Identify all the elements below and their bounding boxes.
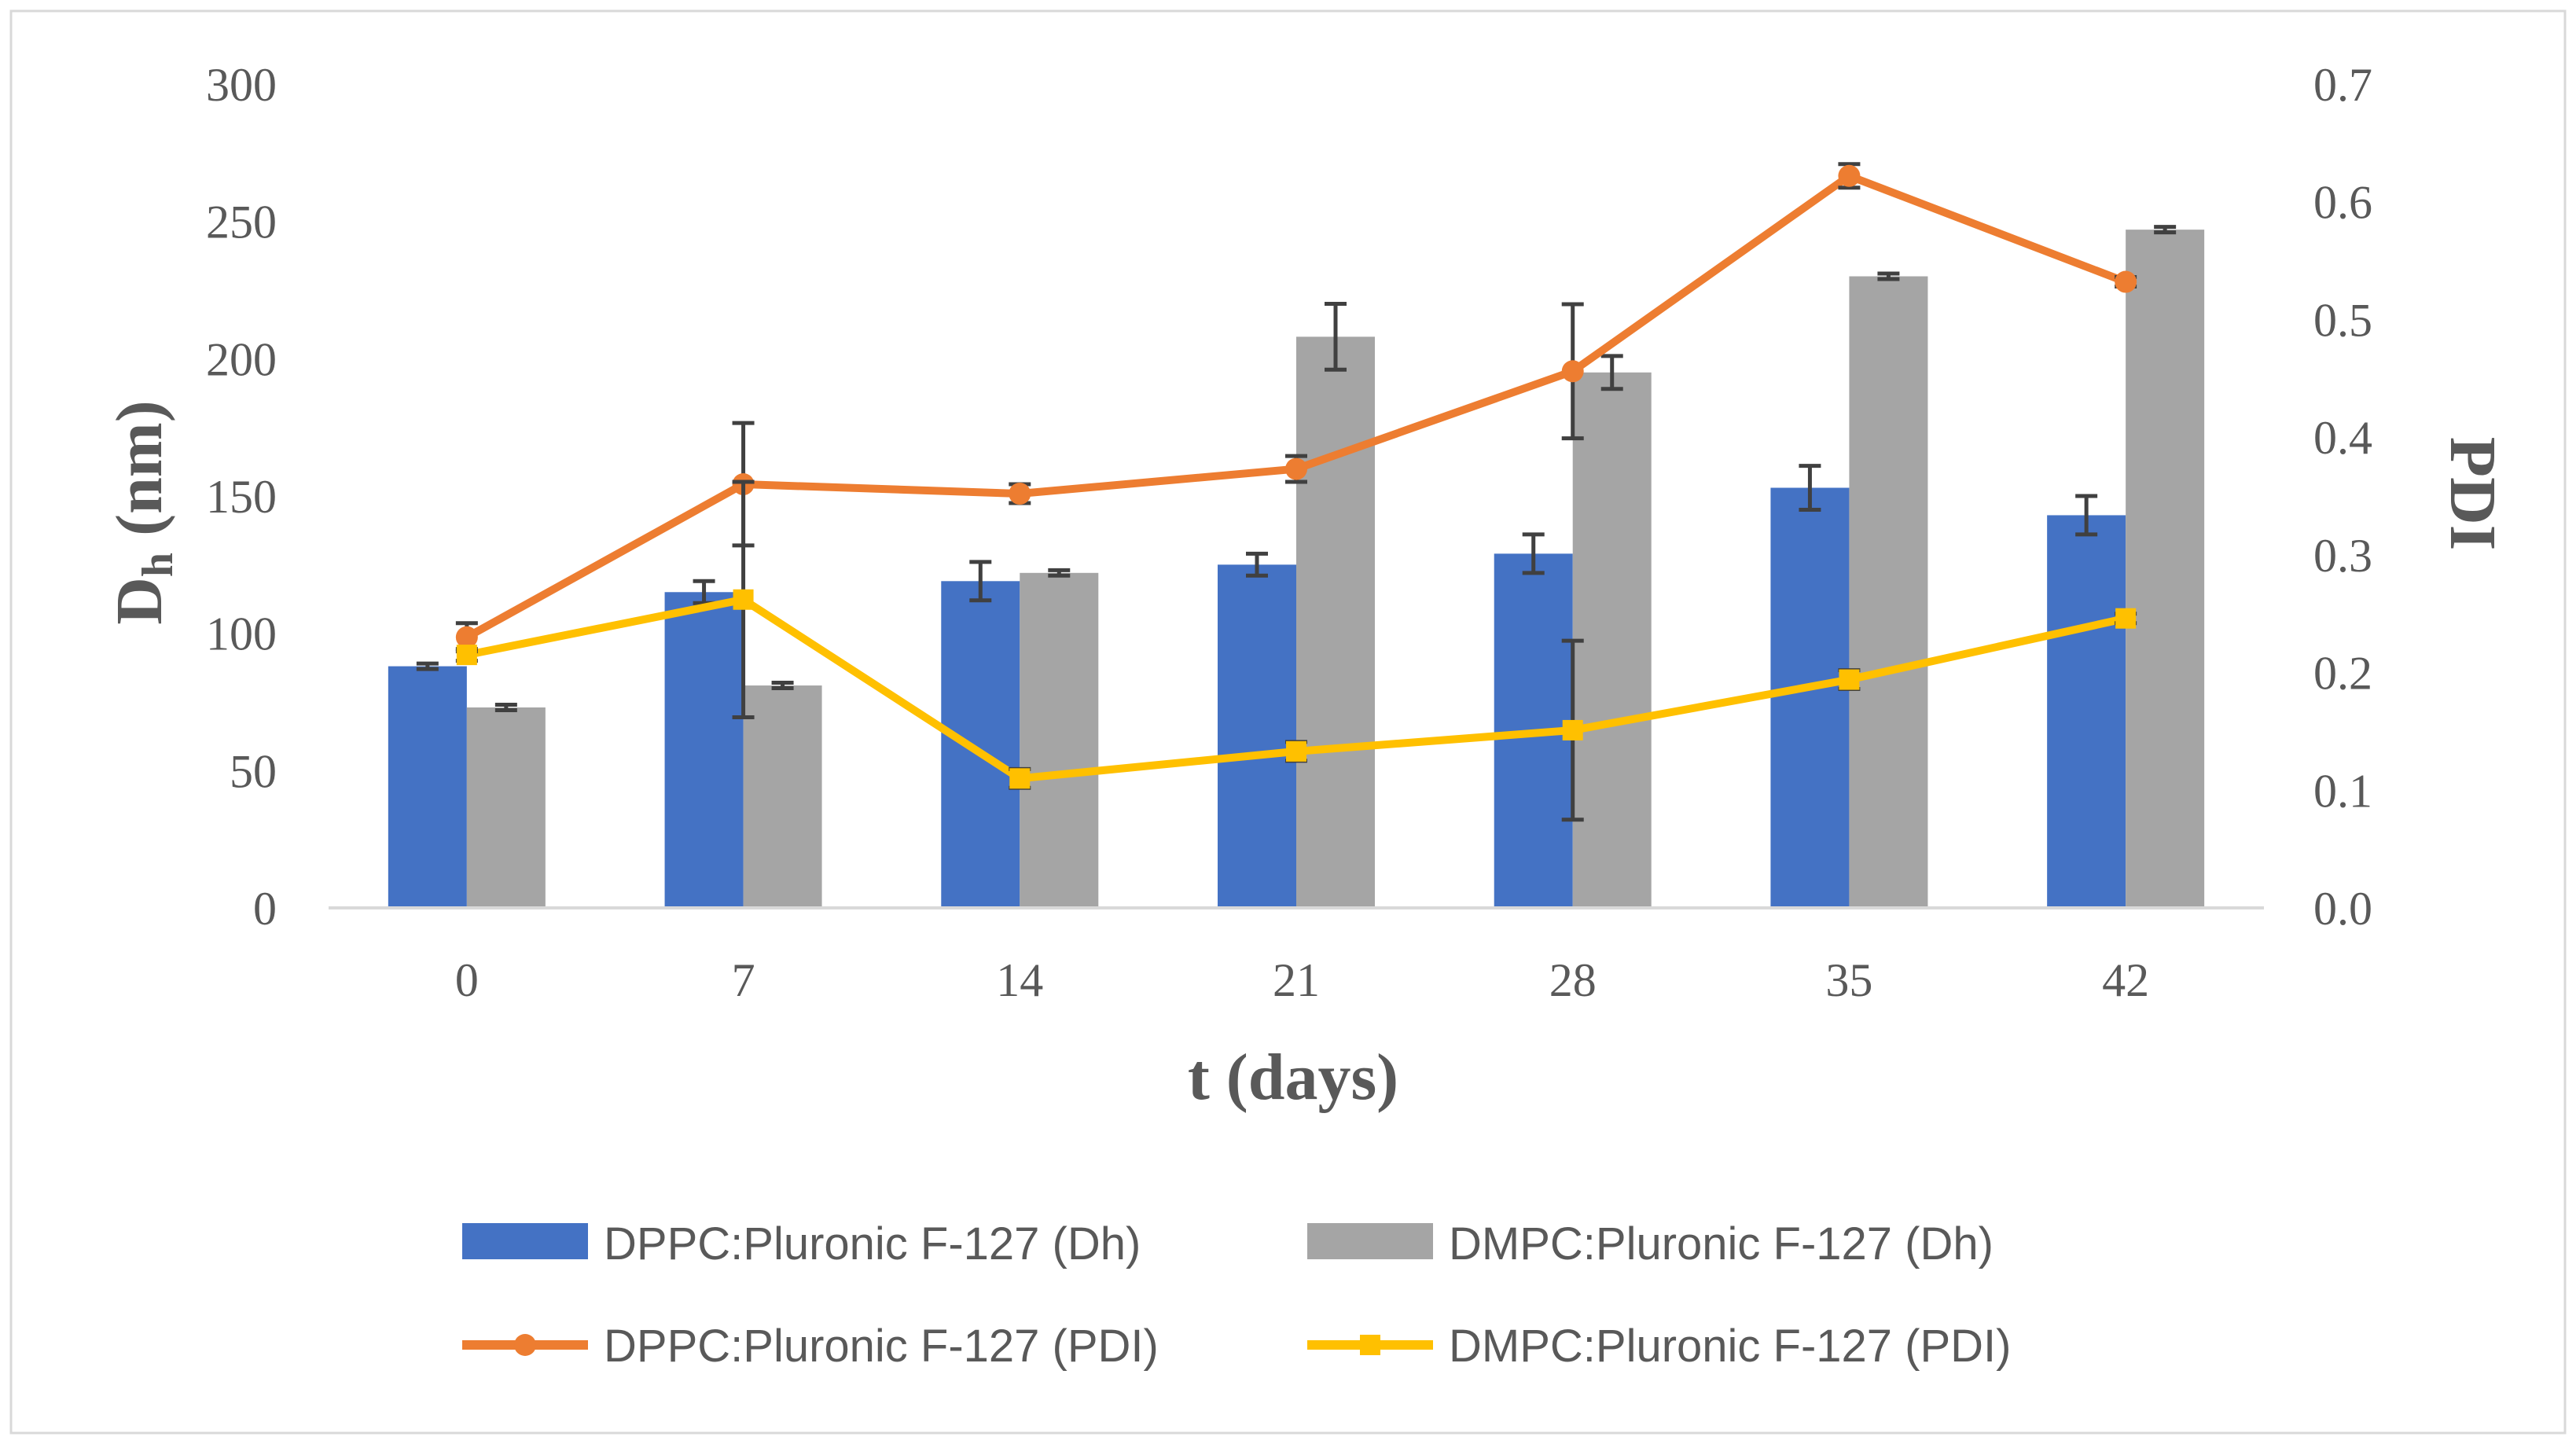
point-dppc-pdi <box>1561 360 1584 383</box>
bar-dmpc <box>1572 372 1652 908</box>
point-dppc-pdi <box>1285 457 1307 480</box>
bar-dppc <box>1770 487 1850 908</box>
point-dppc-pdi <box>1838 164 1861 187</box>
legend: DPPC:Pluronic F-127 (Dh) DMPC:Pluronic F… <box>462 1218 2011 1372</box>
y-axis-title: Dh (nm) <box>103 400 182 624</box>
point-dmpc-pdi <box>456 645 477 666</box>
point-dmpc-pdi <box>1286 740 1306 762</box>
x-tick-label: 0 <box>455 954 479 1006</box>
point-dppc-pdi <box>2115 270 2137 293</box>
y-tick-label: 100 <box>206 608 277 660</box>
y2-tick-label: 0.5 <box>2313 294 2372 346</box>
point-dppc-pdi <box>455 626 478 649</box>
legend-label-dppc-dh: DPPC:Pluronic F-127 (Dh) <box>604 1218 1141 1269</box>
point-dmpc-pdi <box>733 589 754 610</box>
legend-swatch-dppc-dh <box>462 1223 588 1259</box>
y-tick-label: 0 <box>253 883 277 935</box>
bar-dmpc <box>2126 230 2205 908</box>
point-dmpc-pdi <box>1839 669 1860 690</box>
y-tick-label: 150 <box>206 471 277 523</box>
legend-swatch-dmpc-dh <box>1307 1223 1433 1259</box>
legend-item-dppc-pdi[interactable]: DPPC:Pluronic F-127 (PDI) <box>462 1321 1159 1372</box>
legend-label-dmpc-dh: DMPC:Pluronic F-127 (Dh) <box>1449 1218 1994 1269</box>
legend-marker-dmpc-pdi <box>1360 1335 1380 1355</box>
bar-dmpc <box>1020 572 1099 908</box>
y2-tick-label: 0.6 <box>2313 177 2372 229</box>
legend-item-dmpc-dh[interactable]: DMPC:Pluronic F-127 (Dh) <box>1307 1218 1994 1269</box>
bar-dmpc <box>1296 336 1375 908</box>
x-tick-label: 7 <box>732 954 755 1006</box>
y-tick-label: 250 <box>206 197 277 248</box>
bar-dppc <box>664 592 744 908</box>
bar-dppc <box>1218 564 1296 908</box>
y2-tick-label: 0.0 <box>2313 883 2372 935</box>
bar-dmpc <box>466 707 546 908</box>
legend-marker-dppc-pdi <box>514 1334 536 1356</box>
point-dmpc-pdi <box>1562 719 1583 740</box>
x-tick-label: 14 <box>996 954 1043 1006</box>
y2-tick-label: 0.1 <box>2313 765 2372 817</box>
y-tick-label: 50 <box>230 745 277 797</box>
y2-tick-label: 0.4 <box>2313 412 2372 464</box>
y-tick-label: 200 <box>206 333 277 385</box>
y2-tick-label: 0.7 <box>2313 59 2372 111</box>
legend-item-dppc-dh[interactable]: DPPC:Pluronic F-127 (Dh) <box>462 1218 1141 1269</box>
y2-tick-label: 0.2 <box>2313 648 2372 700</box>
bar-dppc <box>388 666 467 908</box>
bar-dppc <box>2047 515 2126 908</box>
x-tick-label: 21 <box>1273 954 1320 1006</box>
point-dmpc-pdi <box>1009 768 1031 789</box>
y2-tick-label: 0.3 <box>2313 530 2372 582</box>
bar-dppc <box>941 581 1020 908</box>
point-dmpc-pdi <box>2115 608 2137 629</box>
legend-label-dppc-pdi: DPPC:Pluronic F-127 (PDI) <box>604 1321 1159 1372</box>
bar-dmpc <box>743 685 822 908</box>
bar-dmpc <box>1849 276 1928 908</box>
x-tick-label: 42 <box>2102 954 2149 1006</box>
point-dppc-pdi <box>1009 483 1031 505</box>
legend-item-dmpc-pdi[interactable]: DMPC:Pluronic F-127 (PDI) <box>1307 1321 2011 1372</box>
x-axis-title: t (days) <box>1188 1041 1398 1114</box>
legend-label-dmpc-pdi: DMPC:Pluronic F-127 (PDI) <box>1449 1321 2011 1372</box>
y2-axis-title: PDI <box>2436 437 2509 551</box>
x-tick-label: 35 <box>1825 954 1872 1006</box>
x-tick-label: 28 <box>1549 954 1597 1006</box>
y-tick-label: 300 <box>206 59 277 111</box>
